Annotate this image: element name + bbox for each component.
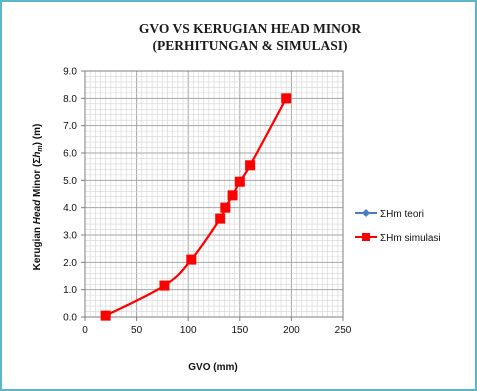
x-tick-label: 100 bbox=[180, 325, 197, 336]
y-axis-title: Kerugian Head Minor (Σhm) (m) bbox=[32, 124, 44, 271]
legend-marker-simulasi bbox=[362, 233, 370, 241]
legend-item-teori: ΣHm teori bbox=[355, 209, 424, 220]
y-tick-label: 8.0 bbox=[63, 94, 77, 105]
data-point bbox=[227, 190, 238, 201]
plot-area bbox=[84, 70, 344, 318]
y-tick-label: 4.0 bbox=[63, 203, 77, 214]
legend-item-simulasi: ΣHm simulasi bbox=[355, 233, 441, 244]
axis-ticks: 0 50 100 150 200 250 0.0 1.0 2.0 3.0 4.0 5.0 6.0 7.0 8… bbox=[63, 67, 352, 337]
data-point bbox=[100, 310, 111, 321]
y-tick-label: 5.0 bbox=[63, 176, 77, 187]
grid bbox=[85, 71, 343, 317]
data-point bbox=[215, 213, 226, 224]
y-tick-label: 3.0 bbox=[63, 231, 77, 242]
data-point bbox=[186, 254, 197, 265]
data-point bbox=[281, 93, 292, 104]
y-tick-label: 7.0 bbox=[63, 121, 77, 132]
x-tick-label: 0 bbox=[82, 325, 88, 336]
chart-title: GVO VS KERUGIAN HEAD MINOR bbox=[139, 21, 361, 36]
legend: ΣHm teori ΣHm simulasi bbox=[355, 209, 441, 244]
chart-subtitle: (PERHITUNGAN & SIMULASI) bbox=[152, 38, 347, 53]
y-tick-label: 1.0 bbox=[63, 285, 77, 296]
x-tick-label: 250 bbox=[335, 325, 352, 336]
data-point bbox=[220, 202, 231, 213]
x-tick-label: 150 bbox=[231, 325, 248, 336]
legend-label-teori: ΣHm teori bbox=[380, 209, 424, 220]
series-layer bbox=[100, 93, 292, 321]
y-tick-label: 0.0 bbox=[63, 313, 77, 324]
x-axis-title: GVO (mm) bbox=[188, 362, 237, 373]
y-tick-label: 2.0 bbox=[63, 258, 77, 269]
x-tick-label: 200 bbox=[283, 325, 300, 336]
data-point bbox=[245, 160, 256, 171]
y-tick-label: 6.0 bbox=[63, 149, 77, 160]
y-tick-label: 9.0 bbox=[63, 67, 77, 78]
legend-marker-teori bbox=[362, 209, 370, 217]
data-point bbox=[234, 176, 245, 187]
data-point bbox=[159, 280, 170, 291]
x-tick-label: 50 bbox=[131, 325, 143, 336]
legend-label-simulasi: ΣHm simulasi bbox=[380, 233, 441, 244]
